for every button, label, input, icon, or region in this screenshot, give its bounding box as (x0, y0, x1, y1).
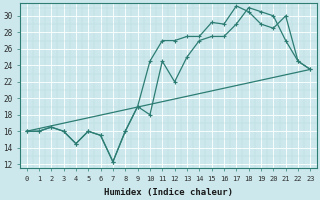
X-axis label: Humidex (Indice chaleur): Humidex (Indice chaleur) (104, 188, 233, 197)
